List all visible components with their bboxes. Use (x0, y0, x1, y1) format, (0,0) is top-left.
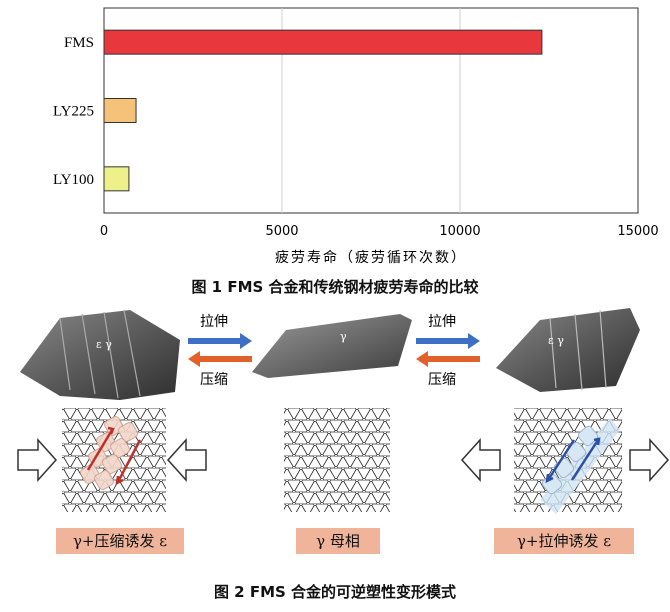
left-surface-image: ε γ (20, 309, 180, 400)
compression-arrow-icon (416, 351, 480, 367)
right-surface-image: ε γ (496, 308, 640, 392)
right-lattice (514, 408, 622, 514)
state-label-tension: γ+拉伸诱发 ε (494, 528, 634, 554)
state-label-compression: γ+压缩诱发 ε (56, 528, 184, 554)
x-tick-label: 15000 (617, 224, 658, 239)
tension-arrow-icon (416, 333, 480, 349)
category-label: FMS (64, 35, 94, 51)
category-label: LY225 (53, 104, 94, 120)
compress-arrow-left-icon (17, 438, 58, 482)
bar-fms (103, 29, 543, 55)
compression-label-2: 压缩 (428, 372, 456, 388)
tension-arrow-right-icon (629, 438, 670, 482)
x-axis-title: 疲劳寿命（疲劳循环次数） (275, 249, 467, 266)
fatigue-life-chart: FMS LY225 LY100 0 5000 10000 15000 疲劳寿命（疲劳循环次… (53, 7, 659, 266)
category-label: LY100 (53, 172, 94, 188)
x-tick-label: 10000 (439, 224, 480, 239)
x-tick-label: 0 (100, 224, 108, 239)
figure2-caption: 图 2 FMS 合金的可逆塑性变形模式 (213, 583, 457, 601)
category-labels: FMS LY225 LY100 (53, 35, 94, 188)
deformation-diagram: ε γ γ ε γ 拉伸 压缩 拉伸 压缩 (17, 308, 670, 514)
tension-arrow-icon (188, 333, 252, 349)
state-label-parent-phase: γ 母相 (296, 528, 380, 554)
tension-label-1: 拉伸 (200, 314, 228, 330)
compression-arrow-icon (188, 351, 252, 367)
arrow-pair-left: 拉伸 压缩 (188, 314, 252, 388)
bar-ly225 (103, 98, 137, 123)
left-surface-label: ε γ (96, 338, 112, 351)
bar-ly100 (103, 166, 130, 192)
x-tick-labels: 0 5000 10000 15000 (100, 224, 659, 239)
middle-surface-image: γ (252, 314, 412, 378)
figure1-caption: 图 1 FMS 合金和传统钢材疲劳寿命的比较 (191, 278, 479, 296)
compress-arrow-right-icon (166, 438, 207, 482)
arrow-pair-right: 拉伸 压缩 (416, 314, 480, 388)
bars (103, 29, 543, 192)
left-lattice (62, 408, 166, 512)
middle-lattice (284, 408, 390, 512)
compression-label-1: 压缩 (200, 372, 228, 388)
tension-label-2: 拉伸 (428, 314, 456, 330)
middle-surface-label: γ (340, 330, 347, 343)
tension-arrow-left-icon (460, 438, 501, 482)
right-surface-label: ε γ (548, 334, 564, 347)
x-tick-label: 5000 (265, 224, 298, 239)
